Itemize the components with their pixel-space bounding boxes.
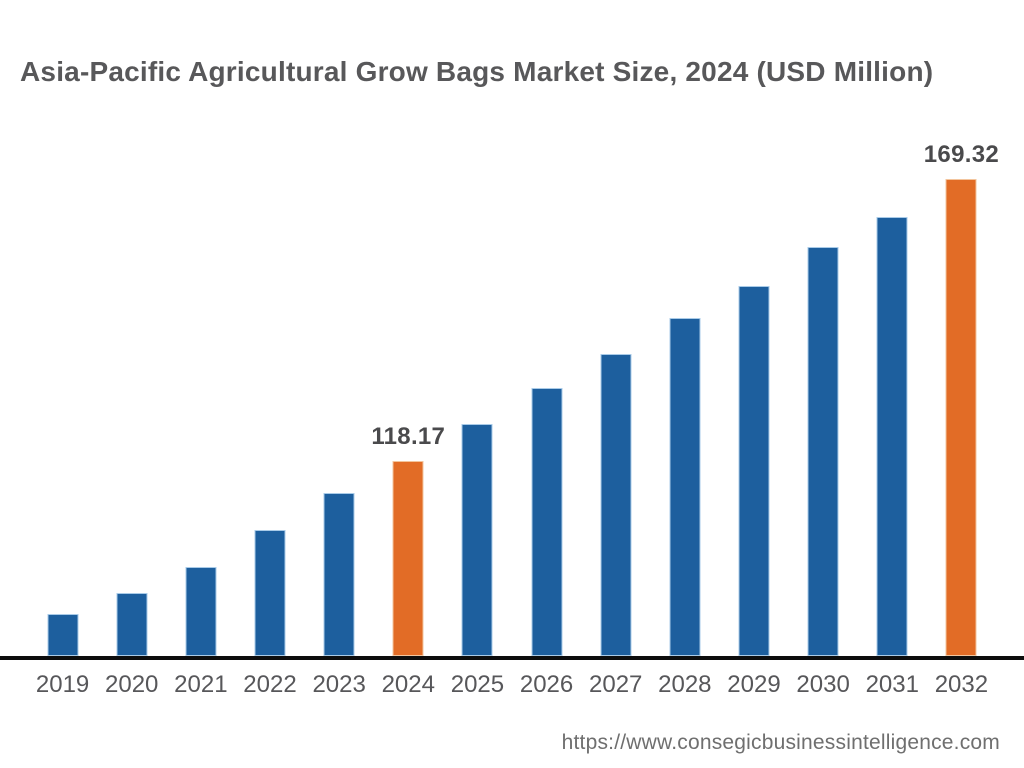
bar-highlighted [392, 461, 424, 656]
bar [807, 247, 839, 656]
bar-column: 2025 [443, 100, 512, 698]
bar [116, 593, 148, 656]
bar-value-label: 169.32 [923, 141, 999, 168]
x-tick-label: 2031 [865, 671, 919, 698]
bar [876, 217, 908, 656]
bar [738, 286, 770, 656]
bar [600, 354, 632, 656]
x-tick-label: 2020 [105, 671, 159, 698]
plot-area: 2019 2020 2021 2022 2023 118.17 2024 2025 2026 20… [28, 100, 999, 698]
bar-column: 2026 [512, 100, 581, 698]
bar-column: 2020 [97, 100, 166, 698]
x-tick-label: 2029 [727, 671, 781, 698]
x-tick-label: 2025 [450, 671, 505, 698]
x-axis-line [0, 656, 1024, 660]
bar [531, 388, 563, 656]
bar [47, 614, 79, 656]
x-tick-label: 2028 [658, 671, 712, 698]
x-tick-label: 2021 [174, 671, 228, 698]
bar [185, 567, 217, 656]
x-tick-label: 2026 [519, 671, 574, 698]
bar [323, 493, 355, 656]
bar-value-label: 118.17 [371, 423, 446, 450]
x-tick-label: 2019 [35, 671, 90, 698]
bar-column: 2030 [789, 100, 858, 698]
bar-column: 2022 [235, 100, 304, 698]
bar [254, 530, 286, 656]
bar-column: 2021 [166, 100, 235, 698]
bar-column: 2027 [581, 100, 650, 698]
bar-column: 2031 [858, 100, 927, 698]
bar [461, 424, 493, 656]
footer-url: https://www.consegicbusinessintelligence… [561, 731, 1000, 754]
bar-column: 2028 [650, 100, 719, 698]
bar-column: 169.32 2032 [923, 100, 999, 698]
x-tick-label: 2022 [243, 671, 297, 698]
x-tick-label: 2024 [381, 671, 435, 698]
bar [669, 318, 701, 656]
bar-column: 2029 [719, 100, 788, 698]
bar-highlighted [945, 179, 977, 656]
x-tick-label: 2023 [312, 671, 366, 698]
bar-column: 2023 [305, 100, 374, 698]
x-tick-label: 2027 [589, 671, 643, 698]
x-tick-label: 2032 [934, 671, 989, 698]
bar-column: 2019 [28, 100, 97, 698]
page-title: Asia-Pacific Agricultural Grow Bags Mark… [20, 56, 934, 87]
x-tick-label: 2030 [796, 671, 850, 698]
bar-column: 118.17 2024 [371, 100, 446, 698]
